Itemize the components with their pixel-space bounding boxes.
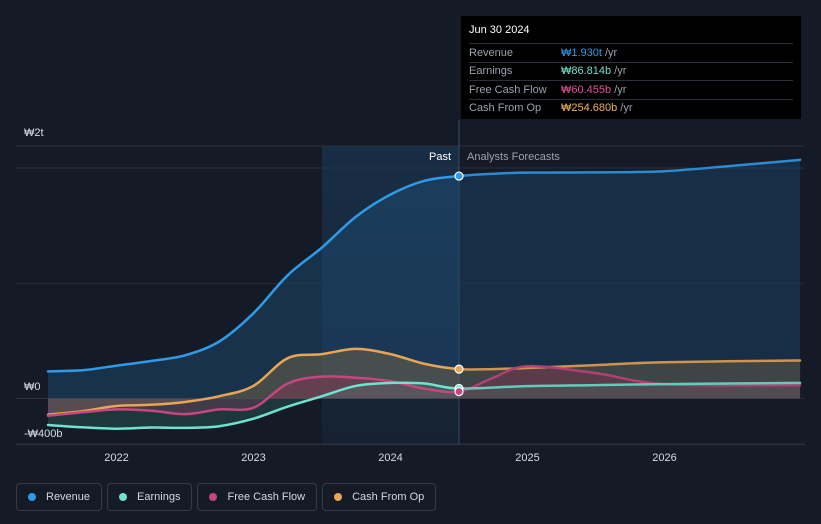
tooltip-row-revenue: Revenue ₩1.930t /yr <box>469 43 793 62</box>
tooltip-unit: /yr <box>620 102 633 115</box>
legend-label: Earnings <box>137 491 181 503</box>
legend-item-earnings[interactable]: Earnings <box>107 483 193 511</box>
tooltip-value: ₩1.930t <box>561 46 602 59</box>
earnings-line <box>46 381 802 430</box>
x-tick-label: 2025 <box>515 452 539 464</box>
tooltip-value: ₩86.814b <box>561 65 612 78</box>
legend-item-cash-from-op[interactable]: Cash From Op <box>322 483 437 511</box>
legend-label: Cash From Op <box>352 491 425 503</box>
tooltip-unit: /yr <box>604 46 618 59</box>
revenue-area <box>48 159 801 399</box>
tooltip-label: Revenue <box>469 46 514 59</box>
y-tick-label: -₩400b <box>24 428 63 440</box>
tooltip-row-earnings: Earnings ₩86.814b /yr <box>469 61 793 81</box>
tooltip-label: Earnings <box>469 65 513 78</box>
legend-label: Revenue <box>46 491 91 503</box>
cash-from-op-marker <box>454 364 464 374</box>
forecast-label: Analysts Forecasts <box>467 151 560 163</box>
free-cash-flow-area <box>48 366 801 416</box>
revenue-line <box>46 158 802 373</box>
x-tick-label: 2022 <box>104 452 128 464</box>
tooltip-label: Cash From Op <box>469 102 542 115</box>
tooltip-value: ₩60.455b <box>561 83 612 96</box>
y-tick-label: ₩0 <box>24 381 41 393</box>
x-tick-label: 2024 <box>378 452 402 464</box>
tooltip-row-free-cash-flow: Free Cash Flow ₩60.455b /yr <box>469 80 793 99</box>
cash-from-op-line <box>46 347 802 416</box>
revenue-marker <box>454 171 464 181</box>
cash-from-op-dot-icon <box>334 493 343 501</box>
tooltip-value: ₩254.680b <box>561 102 618 115</box>
legend-label: Free Cash Flow <box>227 491 306 503</box>
forecast-overlay <box>459 146 805 444</box>
revenue-dot-icon <box>28 493 36 501</box>
free-cash-flow-marker <box>454 386 464 397</box>
earnings-dot-icon <box>119 493 128 501</box>
past-label: Past <box>429 151 451 163</box>
tooltip-unit: /yr <box>614 83 627 96</box>
free-cash-flow-dot-icon <box>209 493 218 501</box>
tooltip-date: Jun 30 2024 <box>469 24 530 36</box>
tooltip-row-cash-from-op: Cash From Op ₩254.680b /yr <box>469 98 793 118</box>
tooltip-unit: /yr <box>614 65 627 78</box>
tooltip-panel: Jun 30 2024 Revenue ₩1.930t /yr Earnings… <box>461 16 801 119</box>
legend-item-revenue[interactable]: Revenue <box>16 483 103 511</box>
tooltip-label: Free Cash Flow <box>469 83 547 96</box>
x-tick-label: 2026 <box>652 452 676 464</box>
chart-legend: Revenue Earnings Free Cash Flow Cash Fro… <box>16 483 437 511</box>
earnings-area <box>48 382 801 429</box>
x-tick-label: 2023 <box>241 452 265 464</box>
y-tick-label: ₩2t <box>24 127 44 139</box>
free-cash-flow-line <box>46 364 802 418</box>
legend-item-free-cash-flow[interactable]: Free Cash Flow <box>197 483 318 511</box>
